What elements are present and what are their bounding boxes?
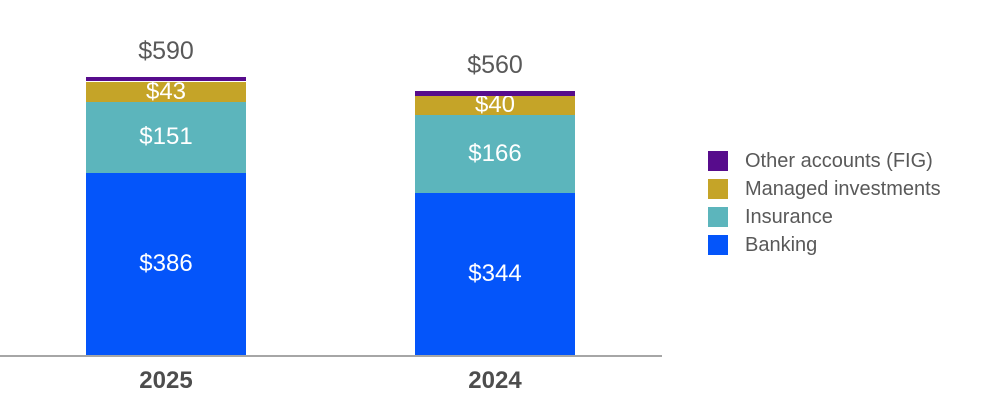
legend-swatch-managed-investments xyxy=(708,179,728,199)
segment-value-label: $43 xyxy=(145,77,187,105)
segment-value-label: $40 xyxy=(474,91,516,119)
bar-segment-banking-2025: $386 xyxy=(86,173,246,355)
segment-value-label: $344 xyxy=(468,259,522,287)
segment-value-label: $151 xyxy=(139,123,193,151)
legend-item-managed-investments: Managed investments xyxy=(708,175,941,203)
segment-value-label: $386 xyxy=(139,250,193,277)
legend-label: Managed investments xyxy=(745,177,941,200)
bar-segment-banking-2024: $344 xyxy=(415,192,575,355)
bar-segment-other-accounts-fig-2024 xyxy=(415,91,575,96)
bar-segment-insurance-2025: $151 xyxy=(86,101,246,173)
bar-segment-managed-investments-2024: $40 xyxy=(415,91,575,119)
bar-segment-managed-investments-2025: $43 xyxy=(86,77,246,105)
legend-item-banking: Banking xyxy=(708,231,941,259)
legend: Other accounts (FIG) Managed investments I… xyxy=(708,147,941,259)
legend-label: Other accounts (FIG) xyxy=(745,149,933,172)
legend-item-other-accounts-fig: Other accounts (FIG) xyxy=(708,147,941,175)
total-label-2024: $560 xyxy=(467,51,523,79)
legend-swatch-banking xyxy=(708,235,728,255)
category-label-2024: 2024 xyxy=(468,367,522,394)
bar-segment-insurance-2024: $166 xyxy=(415,114,575,193)
legend-swatch-other-accounts-fig xyxy=(708,151,728,171)
category-label-2025: 2025 xyxy=(139,367,193,394)
legend-item-insurance: Insurance xyxy=(708,203,941,231)
segment-value-label: $166 xyxy=(468,139,522,167)
legend-label: Banking xyxy=(745,233,818,256)
x-axis-line xyxy=(0,355,662,357)
legend-swatch-insurance xyxy=(708,207,728,227)
bar-segment-other-accounts-fig-2025 xyxy=(86,76,246,82)
legend-label: Insurance xyxy=(745,205,833,228)
total-label-2025: $590 xyxy=(138,36,194,65)
